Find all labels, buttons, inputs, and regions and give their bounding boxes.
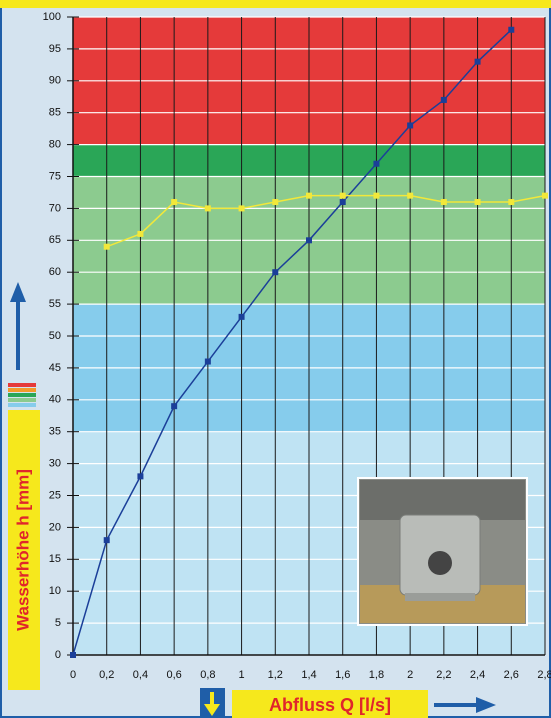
marker xyxy=(104,537,110,543)
y-tick-label: 85 xyxy=(49,107,61,119)
marker xyxy=(171,199,177,205)
marker xyxy=(205,205,211,211)
marker xyxy=(475,59,481,65)
marker xyxy=(373,193,379,199)
x-tick-label: 0,2 xyxy=(99,669,114,681)
photo-wall xyxy=(360,480,525,520)
y-tick-label: 55 xyxy=(49,298,61,310)
marker xyxy=(70,652,76,658)
x-tick-label: 2,2 xyxy=(436,669,451,681)
marker xyxy=(475,199,481,205)
x-tick-label: 0,6 xyxy=(166,669,181,681)
y-tick-label: 35 xyxy=(49,426,61,438)
marker xyxy=(441,97,447,103)
y-tick-label: 10 xyxy=(49,585,61,597)
y-tick-label: 50 xyxy=(49,330,61,342)
x-tick-label: 0,8 xyxy=(200,669,215,681)
x-tick-label: 1,6 xyxy=(335,669,350,681)
y-tick-label: 90 xyxy=(49,75,61,87)
y-tick-label: 100 xyxy=(43,11,61,23)
top-strip xyxy=(0,0,551,8)
marker xyxy=(137,231,143,237)
y-tick-label: 40 xyxy=(49,394,61,406)
x-axis-label: Abfluss Q [l/s] xyxy=(269,695,391,715)
y-tick-label: 15 xyxy=(49,553,61,565)
marker xyxy=(272,199,278,205)
marker xyxy=(340,193,346,199)
x-tick-label: 1,8 xyxy=(369,669,384,681)
marker xyxy=(104,244,110,250)
stripe xyxy=(8,393,36,397)
y-tick-label: 5 xyxy=(55,617,61,629)
marker xyxy=(272,269,278,275)
marker xyxy=(340,199,346,205)
x-tick-label: 1 xyxy=(239,669,245,681)
marker xyxy=(542,193,548,199)
marker xyxy=(373,161,379,167)
x-tick-label: 2,8 xyxy=(537,669,551,681)
marker xyxy=(171,403,177,409)
marker xyxy=(508,27,514,33)
x-tick-label: 2,4 xyxy=(470,669,485,681)
marker xyxy=(306,237,312,243)
y-tick-label: 65 xyxy=(49,234,61,246)
stripe xyxy=(8,383,36,387)
y-tick-label: 60 xyxy=(49,266,61,278)
x-tick-label: 0,4 xyxy=(133,669,148,681)
y-axis-label: Wasserhöhe h [mm] xyxy=(13,469,32,631)
y-tick-label: 25 xyxy=(49,489,61,501)
marker xyxy=(205,359,211,365)
marker xyxy=(407,193,413,199)
marker xyxy=(441,199,447,205)
marker xyxy=(306,193,312,199)
y-tick-label: 80 xyxy=(49,139,61,151)
photo-outlet xyxy=(428,551,452,575)
y-tick-label: 45 xyxy=(49,362,61,374)
y-tick-label: 70 xyxy=(49,202,61,214)
y-tick-label: 0 xyxy=(55,649,61,661)
y-tick-label: 20 xyxy=(49,521,61,533)
stripe xyxy=(8,403,36,407)
photo-inset xyxy=(358,478,527,625)
photo-foot xyxy=(405,593,475,601)
x-tick-label: 1,4 xyxy=(301,669,316,681)
x-tick-label: 0 xyxy=(70,669,76,681)
marker xyxy=(407,122,413,128)
x-tick-label: 2 xyxy=(407,669,413,681)
x-tick-label: 2,6 xyxy=(504,669,519,681)
marker xyxy=(239,314,245,320)
y-tick-label: 75 xyxy=(49,170,61,182)
marker xyxy=(137,473,143,479)
marker xyxy=(239,205,245,211)
chart: 0510152025303540455055606570758085909510… xyxy=(0,0,551,718)
stripe xyxy=(8,388,36,392)
stripe xyxy=(8,398,36,402)
y-tick-label: 95 xyxy=(49,43,61,55)
marker xyxy=(508,199,514,205)
y-tick-label: 30 xyxy=(49,458,61,470)
x-tick-label: 1,2 xyxy=(268,669,283,681)
